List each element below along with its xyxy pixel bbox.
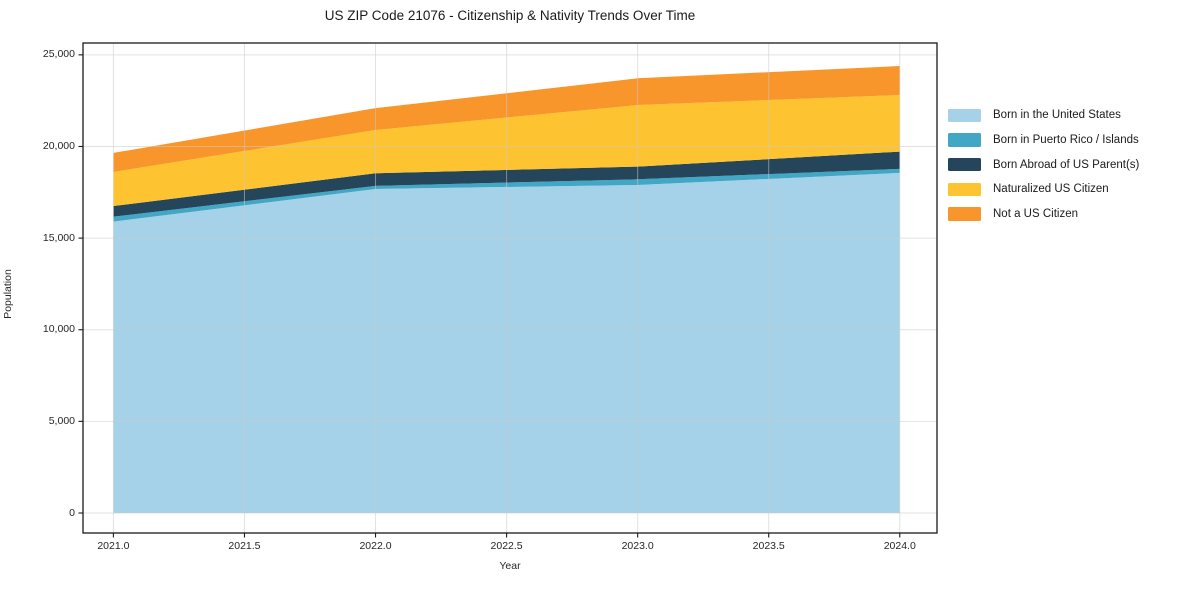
y-axis-label: Population [2, 269, 14, 319]
y-tick-label: 20,000 [42, 139, 75, 152]
legend-swatch-born-abroad [948, 157, 981, 172]
legend-item-not-citizen: Not a US Citizen [948, 202, 1139, 227]
plot-border [82, 42, 938, 534]
legend-label: Born in Puerto Rico / Islands [993, 134, 1139, 147]
legend: Born in the United States Born in Puerto … [948, 103, 1139, 226]
chart-title: US ZIP Code 21076 - Citizenship & Nativi… [324, 8, 696, 23]
x-axis-label: Year [499, 560, 521, 572]
x-tick-label: 2021.0 [97, 540, 130, 552]
x-tick-label: 2021.5 [228, 540, 261, 552]
y-tick-label: 10,000 [42, 323, 75, 336]
legend-label: Not a US Citizen [993, 208, 1079, 221]
legend-swatch-born-pr-islands [948, 133, 981, 147]
x-tick-label: 2022.0 [359, 540, 392, 552]
legend-item-naturalized: Naturalized US Citizen [948, 177, 1139, 202]
x-tick-label: 2023.5 [752, 540, 785, 552]
legend-item-born-pr-islands: Born in Puerto Rico / Islands [948, 128, 1139, 153]
legend-swatch-not-citizen [948, 207, 981, 221]
legend-label: Naturalized US Citizen [993, 183, 1109, 196]
y-tick-label: 5,000 [48, 414, 75, 427]
legend-item-born-us: Born in the United States [948, 103, 1139, 128]
legend-item-born-abroad: Born Abroad of US Parent(s) [948, 152, 1139, 177]
area-born-abroad [113, 151, 900, 217]
legend-label: Born in the United States [993, 109, 1121, 122]
x-tick-label: 2022.5 [490, 540, 523, 552]
y-tick-label: 15,000 [42, 231, 75, 244]
area-not-citizen [113, 66, 900, 172]
legend-label: Born Abroad of US Parent(s) [993, 158, 1140, 171]
area-born-pr-islands [113, 168, 900, 222]
x-tick-label: 2024.0 [883, 540, 916, 552]
legend-swatch-born-us [948, 108, 981, 123]
y-tick-label: 25,000 [42, 48, 75, 61]
y-tick-label: 0 [69, 506, 75, 519]
x-tick-label: 2023.0 [621, 540, 654, 552]
legend-swatch-naturalized [948, 182, 981, 197]
